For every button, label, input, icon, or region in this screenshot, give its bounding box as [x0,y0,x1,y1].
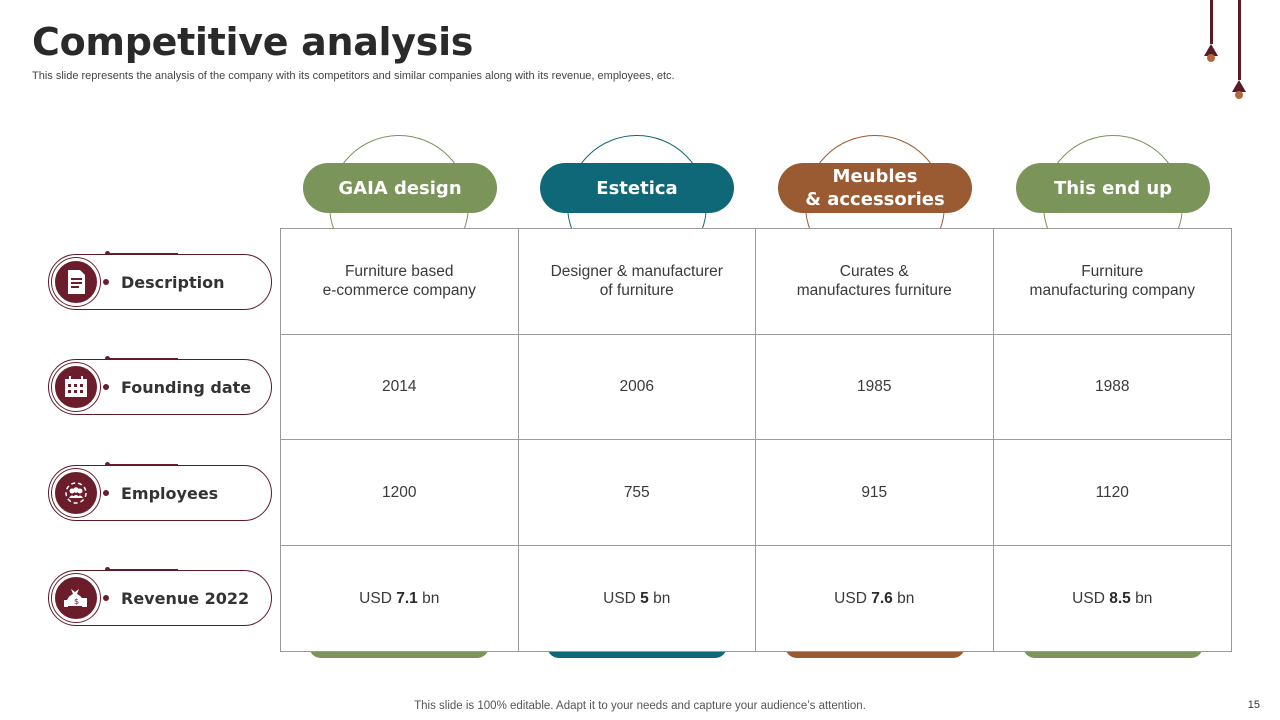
table-cell-description-4: Furniture manufacturing company [993,229,1231,335]
company-header-meubles-accessories: Meubles & accessories [778,163,972,213]
table-cell-revenue-3: USD 7.6 bn [756,545,994,651]
table-cell-revenue-4: USD 8.5 bn [1072,589,1153,607]
row-label-text: Description [121,272,225,292]
table-cell-employees-4: 1120 [993,440,1231,546]
comparison-table: Furniture based e-commerce company Design… [280,228,1232,652]
table-cell-description-3: Curates & manufactures furniture [756,229,994,335]
money-bag-icon: $ [52,574,100,622]
row-label-description: Description [48,254,272,310]
row-connector-line [108,358,178,359]
company-header-this-end-up: This end up [1016,163,1210,213]
row-label-founding-date: Founding date [48,359,272,415]
row-label-text: Employees [121,483,219,503]
slide-subtitle: This slide represents the analysis of th… [32,70,675,82]
table-cell-description-2: Designer & manufacturer of furniture [518,229,756,335]
table-cell-founding-2: 2006 [518,334,756,440]
slide-title: Competitive analysis [32,20,474,64]
table-cell-employees-2: 755 [518,440,756,546]
company-header-gaia-design: GAIA design [303,163,497,213]
slide-footer: This slide is 100% editable. Adapt it to… [414,700,866,712]
document-icon [52,258,100,306]
row-label-text: Revenue 2022 [121,588,250,608]
table-cell-description-1: Furniture based e-commerce company [281,229,519,335]
row-label-revenue-2022: $ Revenue 2022 [48,570,272,626]
row-label-employees: Employees [48,465,272,521]
calendar-icon [52,363,100,411]
table-cell-employees-1: 1200 [281,440,519,546]
company-header-estetica: Estetica [540,163,734,213]
team-icon [52,469,100,517]
row-connector-dot [105,356,110,361]
row-connector-dot [105,567,110,572]
row-connector-line [108,464,178,465]
row-label-text: Founding date [121,377,252,397]
row-connector-dot [105,462,110,467]
row-connector-line [108,569,178,570]
table-cell-employees-3: 915 [756,440,994,546]
table-cell-revenue-1: USD 7.1 bn [281,545,519,651]
row-connector-dot [105,251,110,256]
table-cell-founding-4: 1988 [993,335,1231,440]
row-connector-line [108,253,178,254]
table-cell-founding-3: 1985 [756,334,994,440]
svg-text:$: $ [74,597,79,606]
table-cell-founding-1: 2014 [281,334,519,440]
table-cell-revenue-2: USD 5 bn [519,545,756,651]
page-number: 15 [1247,699,1260,711]
